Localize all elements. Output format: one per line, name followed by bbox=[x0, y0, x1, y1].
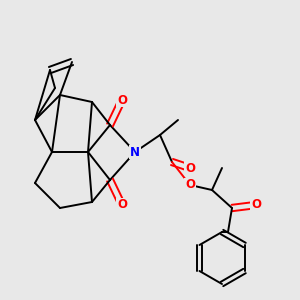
Text: O: O bbox=[251, 199, 261, 212]
Text: O: O bbox=[117, 199, 127, 212]
Text: O: O bbox=[185, 161, 195, 175]
Text: O: O bbox=[117, 94, 127, 106]
Text: O: O bbox=[185, 178, 195, 191]
Text: N: N bbox=[130, 146, 140, 158]
